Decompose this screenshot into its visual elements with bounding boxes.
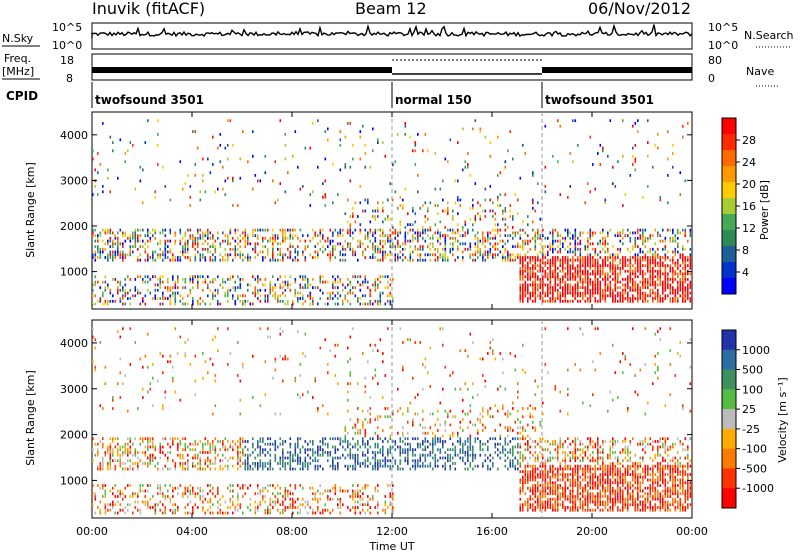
y-tick-label: 1000 xyxy=(60,474,88,487)
colorbar-swatch xyxy=(722,428,736,450)
nsky-label: N.Sky xyxy=(2,32,34,45)
colorbar-tick-label: 4 xyxy=(742,266,749,279)
y-tick-label: 3000 xyxy=(60,174,88,187)
freq-label-line2: [MHz] xyxy=(2,65,34,78)
freq-band-3 xyxy=(542,67,692,73)
x-tick-label: 16:00 xyxy=(476,525,508,538)
colorbar-swatch xyxy=(722,246,736,263)
y-tick-label: 3000 xyxy=(60,383,88,396)
nsearch-label: N.Search xyxy=(744,29,794,42)
colorbar-swatch xyxy=(722,488,736,509)
colorbar-tick-label: 8 xyxy=(742,244,749,257)
colorbar-tick-label: 100 xyxy=(742,383,763,396)
x-tick-label: 12:00 xyxy=(376,525,408,538)
colorbar-tick-label: -500 xyxy=(742,462,767,475)
colorbar-swatch xyxy=(722,349,736,371)
colorbar-swatch xyxy=(722,330,736,351)
freq-label-line1: Freq. xyxy=(4,52,31,65)
colorbar-frame xyxy=(721,329,737,509)
colorbar-tick-label: 24 xyxy=(742,156,756,169)
colorbar-swatch xyxy=(722,389,736,410)
colorbar-swatch xyxy=(722,118,736,135)
power-heatmap xyxy=(92,112,692,309)
date-title: 06/Nov/2012 xyxy=(588,0,691,18)
cpid-label: CPID xyxy=(6,89,38,103)
power-colorbar: 28 24 20 16 12 8 4 xyxy=(721,117,756,295)
colorbar-tick-label: 12 xyxy=(742,222,756,235)
colorbar-swatch xyxy=(722,150,736,167)
nave-tick-bottom: 0 xyxy=(708,72,715,85)
x-axis-label: Time UT xyxy=(368,540,414,553)
colorbar-tick-label: -1000 xyxy=(742,482,774,495)
velocity-colorbar-label: Velocity [m s⁻¹] xyxy=(776,377,789,462)
colorbar-swatch xyxy=(722,448,736,469)
cpid-segment-label: twofsound 3501 xyxy=(95,93,204,107)
velocity-heatmap xyxy=(92,320,692,518)
freq-band-1 xyxy=(92,67,392,73)
nsearch-tick-bottom: 10^0 xyxy=(708,39,738,52)
colorbar-swatch xyxy=(722,468,736,489)
station-title: Inuvik (fitACF) xyxy=(92,0,205,18)
freq-tick-top: 18 xyxy=(60,54,74,67)
nsky-trace-line xyxy=(91,23,693,38)
colorbar-tick-label: 1000 xyxy=(742,344,770,357)
colorbar-tick-label: -25 xyxy=(742,423,760,436)
colorbar-tick-label: 25 xyxy=(742,403,756,416)
colorbar-swatch xyxy=(722,134,736,151)
colorbar-tick-label: 28 xyxy=(742,134,756,147)
x-tick-label: 00:00 xyxy=(76,525,108,538)
colorbar-swatch xyxy=(722,278,736,295)
nsky-frame xyxy=(91,22,693,50)
colorbar-tick-label: 16 xyxy=(742,200,756,213)
power-colorbar-label: Power [dB] xyxy=(758,180,771,240)
x-tick-label: 08:00 xyxy=(276,525,308,538)
beam-title: Beam 12 xyxy=(355,0,427,18)
colorbar-swatch xyxy=(722,182,736,199)
nave-tick-top: 80 xyxy=(708,54,722,67)
nsky-tick-bottom: 10^0 xyxy=(52,39,82,52)
freq-tick-bottom: 8 xyxy=(66,72,73,85)
y-tick-label: 1000 xyxy=(60,266,88,279)
colorbar-swatch xyxy=(722,230,736,247)
nsky-trace xyxy=(91,23,693,38)
colorbar-tick-label: 500 xyxy=(742,364,763,377)
colorbar-swatch xyxy=(722,214,736,231)
y-tick-label: 4000 xyxy=(60,129,88,142)
power-y-axis: 1000 2000 3000 4000 xyxy=(60,129,692,279)
x-axis: 00:00 04:00 08:00 12:00 16:00 20:00 00:00 xyxy=(76,112,708,538)
freq-trace xyxy=(92,59,692,75)
colorbar-swatch xyxy=(722,198,736,215)
colorbar-tick-label: -100 xyxy=(742,443,767,456)
x-tick-label: 20:00 xyxy=(576,525,608,538)
nsearch-tick-top: 10^5 xyxy=(708,21,738,34)
x-tick-label: 00:00 xyxy=(676,525,708,538)
cpid-segment-label: normal 150 xyxy=(395,93,472,107)
colorbar-swatch xyxy=(722,409,736,430)
velocity-ylabel: Slant Range [km] xyxy=(24,370,37,466)
y-tick-label: 4000 xyxy=(60,337,88,350)
cpid-segments: twofsound 3501 normal 150 twofsound 3501 xyxy=(91,82,654,108)
cpid-segment-label: twofsound 3501 xyxy=(545,93,654,107)
colorbar-tick-label: 20 xyxy=(742,178,756,191)
colorbar-swatch xyxy=(722,166,736,183)
colorbar-swatch xyxy=(722,369,736,390)
y-tick-label: 2000 xyxy=(60,429,88,442)
velocity-colorbar: 1000 500 100 25 -25 -100 -500 -1000 xyxy=(721,329,774,509)
y-tick-label: 2000 xyxy=(60,220,88,233)
nave-label: Nave xyxy=(746,65,774,78)
colorbar-swatch xyxy=(722,262,736,279)
velocity-y-axis: 1000 2000 3000 4000 xyxy=(60,337,692,487)
x-tick-label: 04:00 xyxy=(176,525,208,538)
nsky-tick-top: 10^5 xyxy=(52,21,82,34)
power-ylabel: Slant Range [km] xyxy=(24,162,37,258)
